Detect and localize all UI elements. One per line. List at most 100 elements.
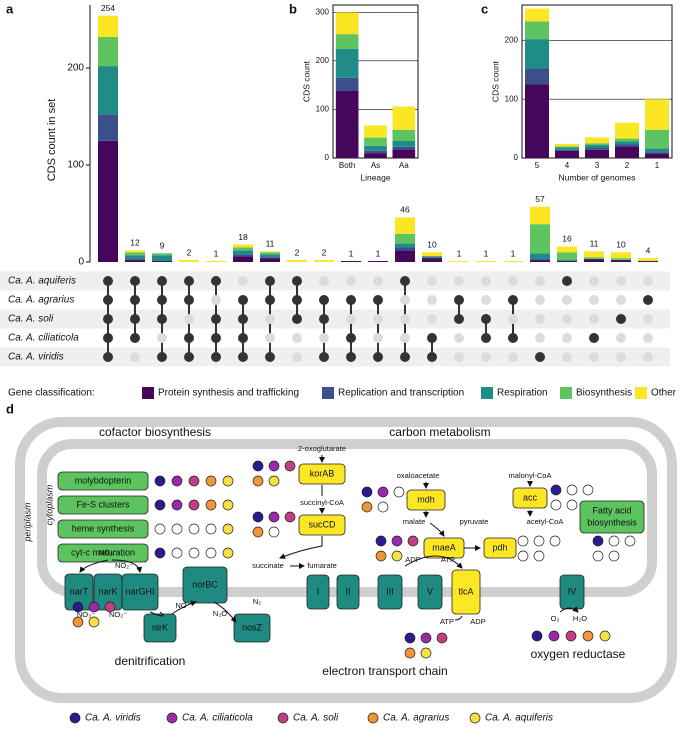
bar-segment [525,68,549,85]
set-dot [211,295,221,305]
legend-label: Ca. A. soli [293,713,339,724]
set-dot [454,314,464,324]
legend-swatch [142,387,154,399]
set-dot [238,276,248,286]
presence-dot [171,475,183,487]
presence-dot [592,535,604,547]
bar-segment [206,261,226,262]
bar-segment [152,255,172,262]
set-dot [130,295,140,305]
set-dot [265,333,275,343]
compound: ATP [440,617,454,626]
bar-segment [335,90,359,158]
total-label: 16 [562,234,572,244]
y-axis-label: CDS count in set [46,99,58,182]
bar-segment [645,129,669,149]
bar-segment [98,114,118,141]
bar-segment [645,152,669,154]
bar-segment [525,39,549,69]
y-tick-label: 0 [78,257,84,268]
presence-dot [582,484,594,496]
set-dot [319,295,329,305]
presence-dot [608,535,620,547]
bar-segment [335,77,359,91]
bar-segment [557,261,577,262]
bar-segment [615,146,639,158]
presence-dot [188,499,200,511]
set-dot [400,276,410,286]
protein-box [143,613,177,643]
bar-segment [476,261,496,262]
set-dot [265,276,275,286]
set-dot [238,352,248,362]
set-label: Ca. A. agrarius [8,295,74,306]
protein-box-label: nirK [152,622,168,632]
legend-label: Ca. A. aquiferis [485,713,553,724]
set-dot [346,352,356,362]
complex-box [559,574,585,610]
set-dot [616,295,626,305]
label: denitrification [115,654,186,668]
total-label: 10 [427,240,437,250]
set-dot [589,295,599,305]
presence-dot [391,550,403,562]
legend-title: Gene classification: [8,388,95,399]
set-dot [211,352,221,362]
x-tick-label: Aa [399,161,409,170]
presence-dot [548,630,560,642]
total-label: 12 [130,238,140,248]
presence-dot [252,526,264,538]
bar-segment [555,150,579,158]
x-tick-label: 2 [625,161,630,170]
presence-dot [566,484,578,496]
bar-segment [555,146,579,148]
set-dot [427,276,437,286]
gene-box-label: cyt-c maturation [71,547,135,557]
compound: NO₂⁻ [109,610,127,619]
bar-segment [645,148,669,153]
bar-segment [530,224,550,254]
bar-segment [368,261,388,262]
row-band [0,271,670,291]
presence-dot [252,460,264,472]
bar-segment [557,260,577,262]
bar-segment [392,106,416,130]
arrow [429,522,445,537]
set-dot [508,352,518,362]
presence-dot [188,547,200,559]
bar-segment [530,260,550,262]
bar-segment [125,255,145,260]
total-label: 1 [214,248,219,258]
bar-segment [364,153,387,158]
presence-dot [517,550,529,562]
legend-dot [469,712,481,724]
bar-segment [584,251,604,258]
presence-dot [222,547,234,559]
total-label: 18 [238,232,248,242]
enzyme-box-label: pdh [492,542,507,552]
protein-box [233,613,271,643]
bar-segment [392,129,416,141]
y-tick-label: 100 [67,160,84,171]
bar-segment [611,252,631,259]
set-dot [292,295,302,305]
presence-dot [88,601,100,613]
complex-box-label: I [317,586,320,596]
presence-dot [533,535,545,547]
presence-dot [550,484,562,496]
bar-segment [233,250,253,255]
set-dot [616,314,626,324]
x-tick-label: 1 [655,161,660,170]
metabolite: 2-oxoglutarate [298,444,346,453]
compound: NO₃⁻ [77,610,95,619]
set-dot [481,333,491,343]
set-dot [643,276,653,286]
x-tick-label: 4 [565,161,570,170]
set-dot [238,333,248,343]
compound: N₂O [213,609,227,618]
presence-dot [393,486,405,498]
legend-label: Ca. A. viridis [85,713,141,724]
presence-dot [205,499,217,511]
bar-segment [530,259,550,261]
bar-segment [341,261,361,262]
